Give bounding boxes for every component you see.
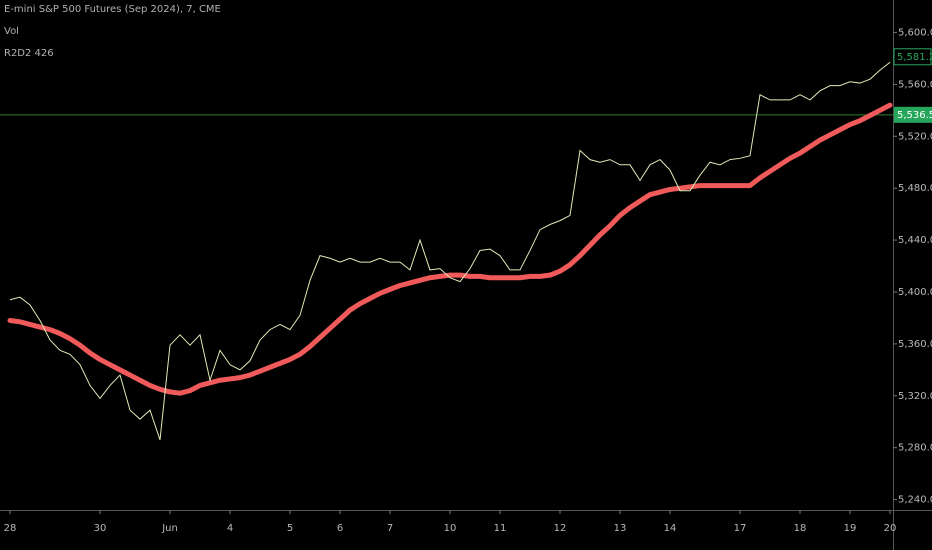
x-tick-label: 20 (884, 523, 897, 534)
x-tick-label: 10 (444, 523, 457, 534)
x-tick-label: 14 (664, 523, 677, 534)
level-label: 5,536.50 (897, 110, 932, 121)
y-tick-label: 5,320.00 (898, 391, 932, 402)
x-tick-label: 6 (337, 523, 343, 534)
moving-average-line (7, 102, 893, 396)
y-tick-label: 5,240.00 (898, 495, 932, 506)
y-tick-label: 5,360.00 (898, 339, 932, 350)
x-tick-label: 7 (387, 523, 393, 534)
y-tick-label: 5,440.00 (898, 235, 932, 246)
y-tick-label: 5,520.00 (898, 131, 932, 142)
x-tick-label: 18 (794, 523, 807, 534)
last-price-label: 5,581.25 (897, 52, 932, 63)
x-tick-label: 5 (287, 523, 293, 534)
y-tick-label: 5,280.00 (898, 443, 932, 454)
legend-entry: R2D2 426 (4, 48, 54, 59)
y-tick-label: 5,400.00 (898, 287, 932, 298)
level-box (894, 106, 932, 123)
y-tick-label: 5,480.00 (898, 183, 932, 194)
x-tick-label: Jun (161, 523, 178, 534)
last-price-box (893, 48, 932, 66)
chart-title: E-mini S&P 500 Futures (Sep 2024), 7, CM… (4, 4, 221, 15)
x-tick-label: 11 (494, 523, 507, 534)
x-tick-label: 30 (94, 523, 107, 534)
x-tick-label: 13 (614, 523, 627, 534)
x-tick-label: 17 (734, 523, 747, 534)
y-tick-label: 5,600.00 (898, 27, 932, 38)
x-tick-label: 19 (844, 523, 857, 534)
y-tick-label: 5,560.00 (898, 79, 932, 90)
x-tick-label: 4 (227, 523, 233, 534)
x-tick-label: 28 (4, 523, 17, 534)
volume-label: Vol (4, 26, 19, 37)
x-tick-label: 12 (554, 523, 567, 534)
price-line (9, 61, 891, 441)
